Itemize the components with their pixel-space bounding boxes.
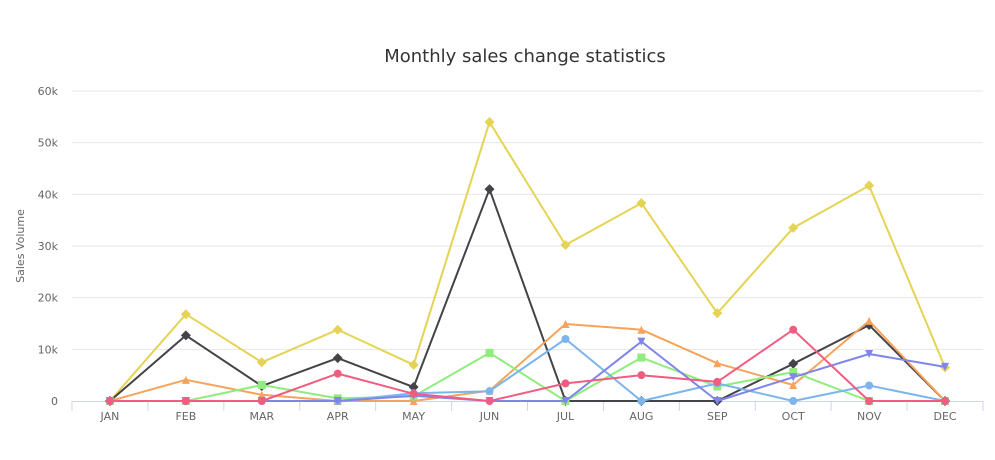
x-axis-ticks: JAN FEB MAR APR MAY JUN JUL AUG SEP OCT NOV DEC — [100, 410, 957, 423]
data-point-triangle — [789, 380, 798, 389]
data-point-diamond — [408, 359, 419, 370]
data-point-diamond — [560, 239, 571, 250]
data-point-diamond — [180, 309, 191, 320]
data-point-triangle-down — [865, 349, 874, 358]
data-point-circle — [865, 381, 874, 390]
data-point-triangle — [181, 375, 190, 384]
data-point-triangle — [409, 397, 418, 405]
data-point-circle — [789, 397, 798, 405]
data-point-triangle-down — [637, 337, 646, 346]
data-point-triangle — [637, 325, 646, 334]
data-point-circle — [637, 371, 646, 380]
x-tick-label: NOV — [857, 410, 882, 423]
x-tick-label: OCT — [782, 410, 805, 423]
data-point-diamond — [636, 198, 647, 209]
data-point-triangle — [865, 316, 874, 325]
x-tick-label: JUL — [556, 410, 575, 423]
series-line — [110, 328, 945, 402]
series-7 — [105, 325, 950, 405]
x-tick-label: AUG — [629, 410, 653, 423]
series-line — [109, 319, 946, 402]
data-point-diamond — [484, 117, 495, 127]
y-axis-ticks: 0 10k 20k 30k 40k 50k 60k — [38, 85, 59, 408]
data-point-diamond — [788, 222, 799, 233]
data-point-circle — [561, 379, 570, 388]
data-point-diamond — [864, 180, 875, 191]
data-point-triangle-down — [941, 362, 950, 371]
data-point-circle — [105, 397, 114, 405]
x-tick-label: JUN — [479, 410, 500, 423]
y-tick-label: 10k — [38, 343, 59, 356]
data-point-diamond — [484, 184, 495, 195]
chart-title: Monthly sales change statistics — [384, 46, 666, 67]
series-group — [104, 117, 951, 406]
data-point-triangle-down — [333, 397, 342, 405]
data-point-triangle-down — [713, 397, 722, 405]
y-tick-label: 60k — [38, 85, 59, 98]
x-tick-label: JAN — [100, 410, 120, 423]
data-point-circle — [713, 377, 722, 386]
grid-lines — [72, 90, 983, 350]
data-point-circle — [409, 389, 418, 398]
data-point-circle — [865, 397, 874, 405]
data-point-square — [485, 348, 494, 357]
data-point-circle — [637, 397, 646, 405]
data-point-diamond — [256, 357, 267, 368]
data-point-diamond — [332, 324, 343, 335]
series-1 — [104, 117, 951, 406]
data-point-triangle-down — [789, 373, 798, 382]
data-point-circle — [941, 397, 950, 405]
y-tick-label: 20k — [38, 292, 59, 305]
series-line — [109, 188, 946, 402]
data-point-triangle — [561, 320, 570, 329]
data-point-triangle — [257, 390, 266, 399]
y-axis-label: Sales Volume — [14, 209, 27, 283]
data-point-square — [637, 353, 646, 362]
data-point-circle — [789, 325, 798, 334]
data-point-square — [789, 368, 798, 377]
x-tick-label: SEP — [707, 410, 728, 423]
series-line — [110, 351, 945, 402]
x-tick-label: MAR — [249, 410, 274, 423]
data-point-circle — [485, 387, 494, 396]
x-tick-label: MAY — [402, 410, 425, 423]
x-tick-label: DEC — [933, 410, 956, 423]
data-point-diamond — [788, 358, 799, 369]
series-line — [109, 121, 946, 402]
x-axis — [71, 401, 984, 411]
data-point-circle — [485, 397, 494, 405]
data-point-diamond — [712, 308, 723, 319]
data-point-square — [257, 380, 266, 389]
y-tick-label: 0 — [51, 395, 58, 408]
data-point-circle — [257, 397, 266, 405]
x-tick-label: APR — [327, 410, 349, 423]
data-point-triangle — [713, 359, 722, 368]
data-point-triangle-down — [561, 397, 570, 405]
y-tick-label: 50k — [38, 137, 59, 150]
data-point-circle — [561, 335, 570, 343]
y-tick-label: 30k — [38, 240, 59, 253]
data-point-circle — [181, 397, 190, 405]
data-point-circle — [333, 369, 342, 378]
y-tick-label: 40k — [38, 188, 59, 201]
data-point-diamond — [332, 353, 343, 364]
series-2 — [104, 184, 951, 406]
data-point-diamond — [180, 330, 191, 341]
series-5 — [105, 335, 950, 405]
data-point-diamond — [408, 382, 419, 393]
x-tick-label: FEB — [175, 410, 196, 423]
